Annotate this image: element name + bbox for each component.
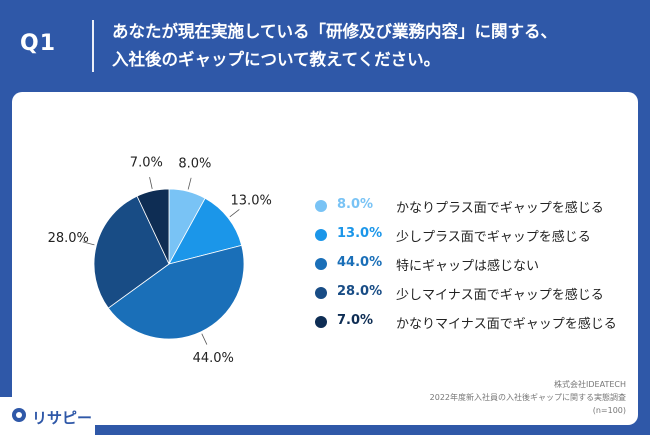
legend-item: 44.0% 特にギャップは感じない [310, 253, 630, 275]
header: Q1 あなたが現在実施している「研修及び業務内容」に関する、 入社後のギャップに… [0, 0, 650, 88]
legend-label: 少しマイナス面でギャップを感じる [396, 288, 604, 303]
legend-item: 13.0% 少しプラス面でギャップを感じる [310, 224, 630, 246]
legend-item: 8.0% かなりプラス面でギャップを感じる [310, 195, 630, 217]
pie-slice-2 [168, 197, 243, 265]
brand-logo: リサピー [0, 397, 95, 435]
legend-swatch [315, 287, 327, 299]
leader-line-4 [82, 241, 95, 246]
legend-percent: 28.0% [337, 284, 383, 299]
legend-percent: 44.0% [337, 255, 383, 270]
slice-value-label-2: 13.0% [231, 193, 272, 208]
legend-item: 28.0% 少しマイナス面でギャップを感じる [310, 282, 630, 304]
leader-line-3 [201, 333, 208, 345]
pie-slice-4 [93, 195, 170, 309]
source-company: 株式会社IDEATECH [554, 380, 626, 389]
legend-label: かなりマイナス面でギャップを感じる [396, 317, 617, 332]
source-note: 株式会社IDEATECH 2022年度新入社員の入社後ギャップに関する実態調査 … [430, 378, 626, 417]
slice-value-label-5: 7.0% [130, 156, 163, 171]
legend-swatch [315, 258, 327, 270]
header-divider [92, 20, 94, 72]
pin-icon [12, 408, 26, 422]
source-sample-size: (n=100) [592, 406, 626, 415]
leader-line-5 [149, 177, 153, 189]
legend-percent: 13.0% [337, 226, 383, 241]
pie-slice-3 [107, 244, 245, 340]
legend-swatch [315, 316, 327, 328]
legend-swatch [315, 200, 327, 212]
legend-percent: 8.0% [337, 197, 374, 212]
question-number: Q1 [20, 31, 57, 56]
legend-label: かなりプラス面でギャップを感じる [396, 201, 604, 216]
leader-line-2 [229, 209, 240, 218]
legend-label: 特にギャップは感じない [396, 259, 540, 274]
question-line-1: あなたが現在実施している「研修及び業務内容」に関する、 [112, 22, 558, 41]
logo-text: リサピー [32, 409, 93, 427]
legend-item: 7.0% かなりマイナス面でギャップを感じる [310, 311, 630, 333]
source-survey: 2022年度新入社員の入社後ギャップに関する実態調査 [429, 393, 626, 402]
chart-card: 8.0% 13.0% 44.0% 28.0% 7.0% 8.0% かなりプラス面でギャップ… [12, 92, 638, 425]
legend-percent: 7.0% [337, 313, 374, 328]
legend-label: 少しプラス面でギャップを感じる [396, 230, 591, 245]
pie-chart: 8.0% 13.0% 44.0% 28.0% 7.0% [48, 156, 272, 367]
pie-slice-5 [136, 188, 170, 265]
question-line-2: 入社後のギャップについて教えてください。 [112, 50, 441, 69]
slice-value-label-4: 28.0% [48, 231, 89, 246]
legend-swatch [315, 229, 327, 241]
slice-value-label-1: 8.0% [178, 156, 211, 171]
leader-line-1 [187, 177, 192, 190]
slice-value-label-3: 44.0% [193, 351, 234, 366]
question-text: あなたが現在実施している「研修及び業務内容」に関する、 入社後のギャップについて… [112, 18, 632, 74]
